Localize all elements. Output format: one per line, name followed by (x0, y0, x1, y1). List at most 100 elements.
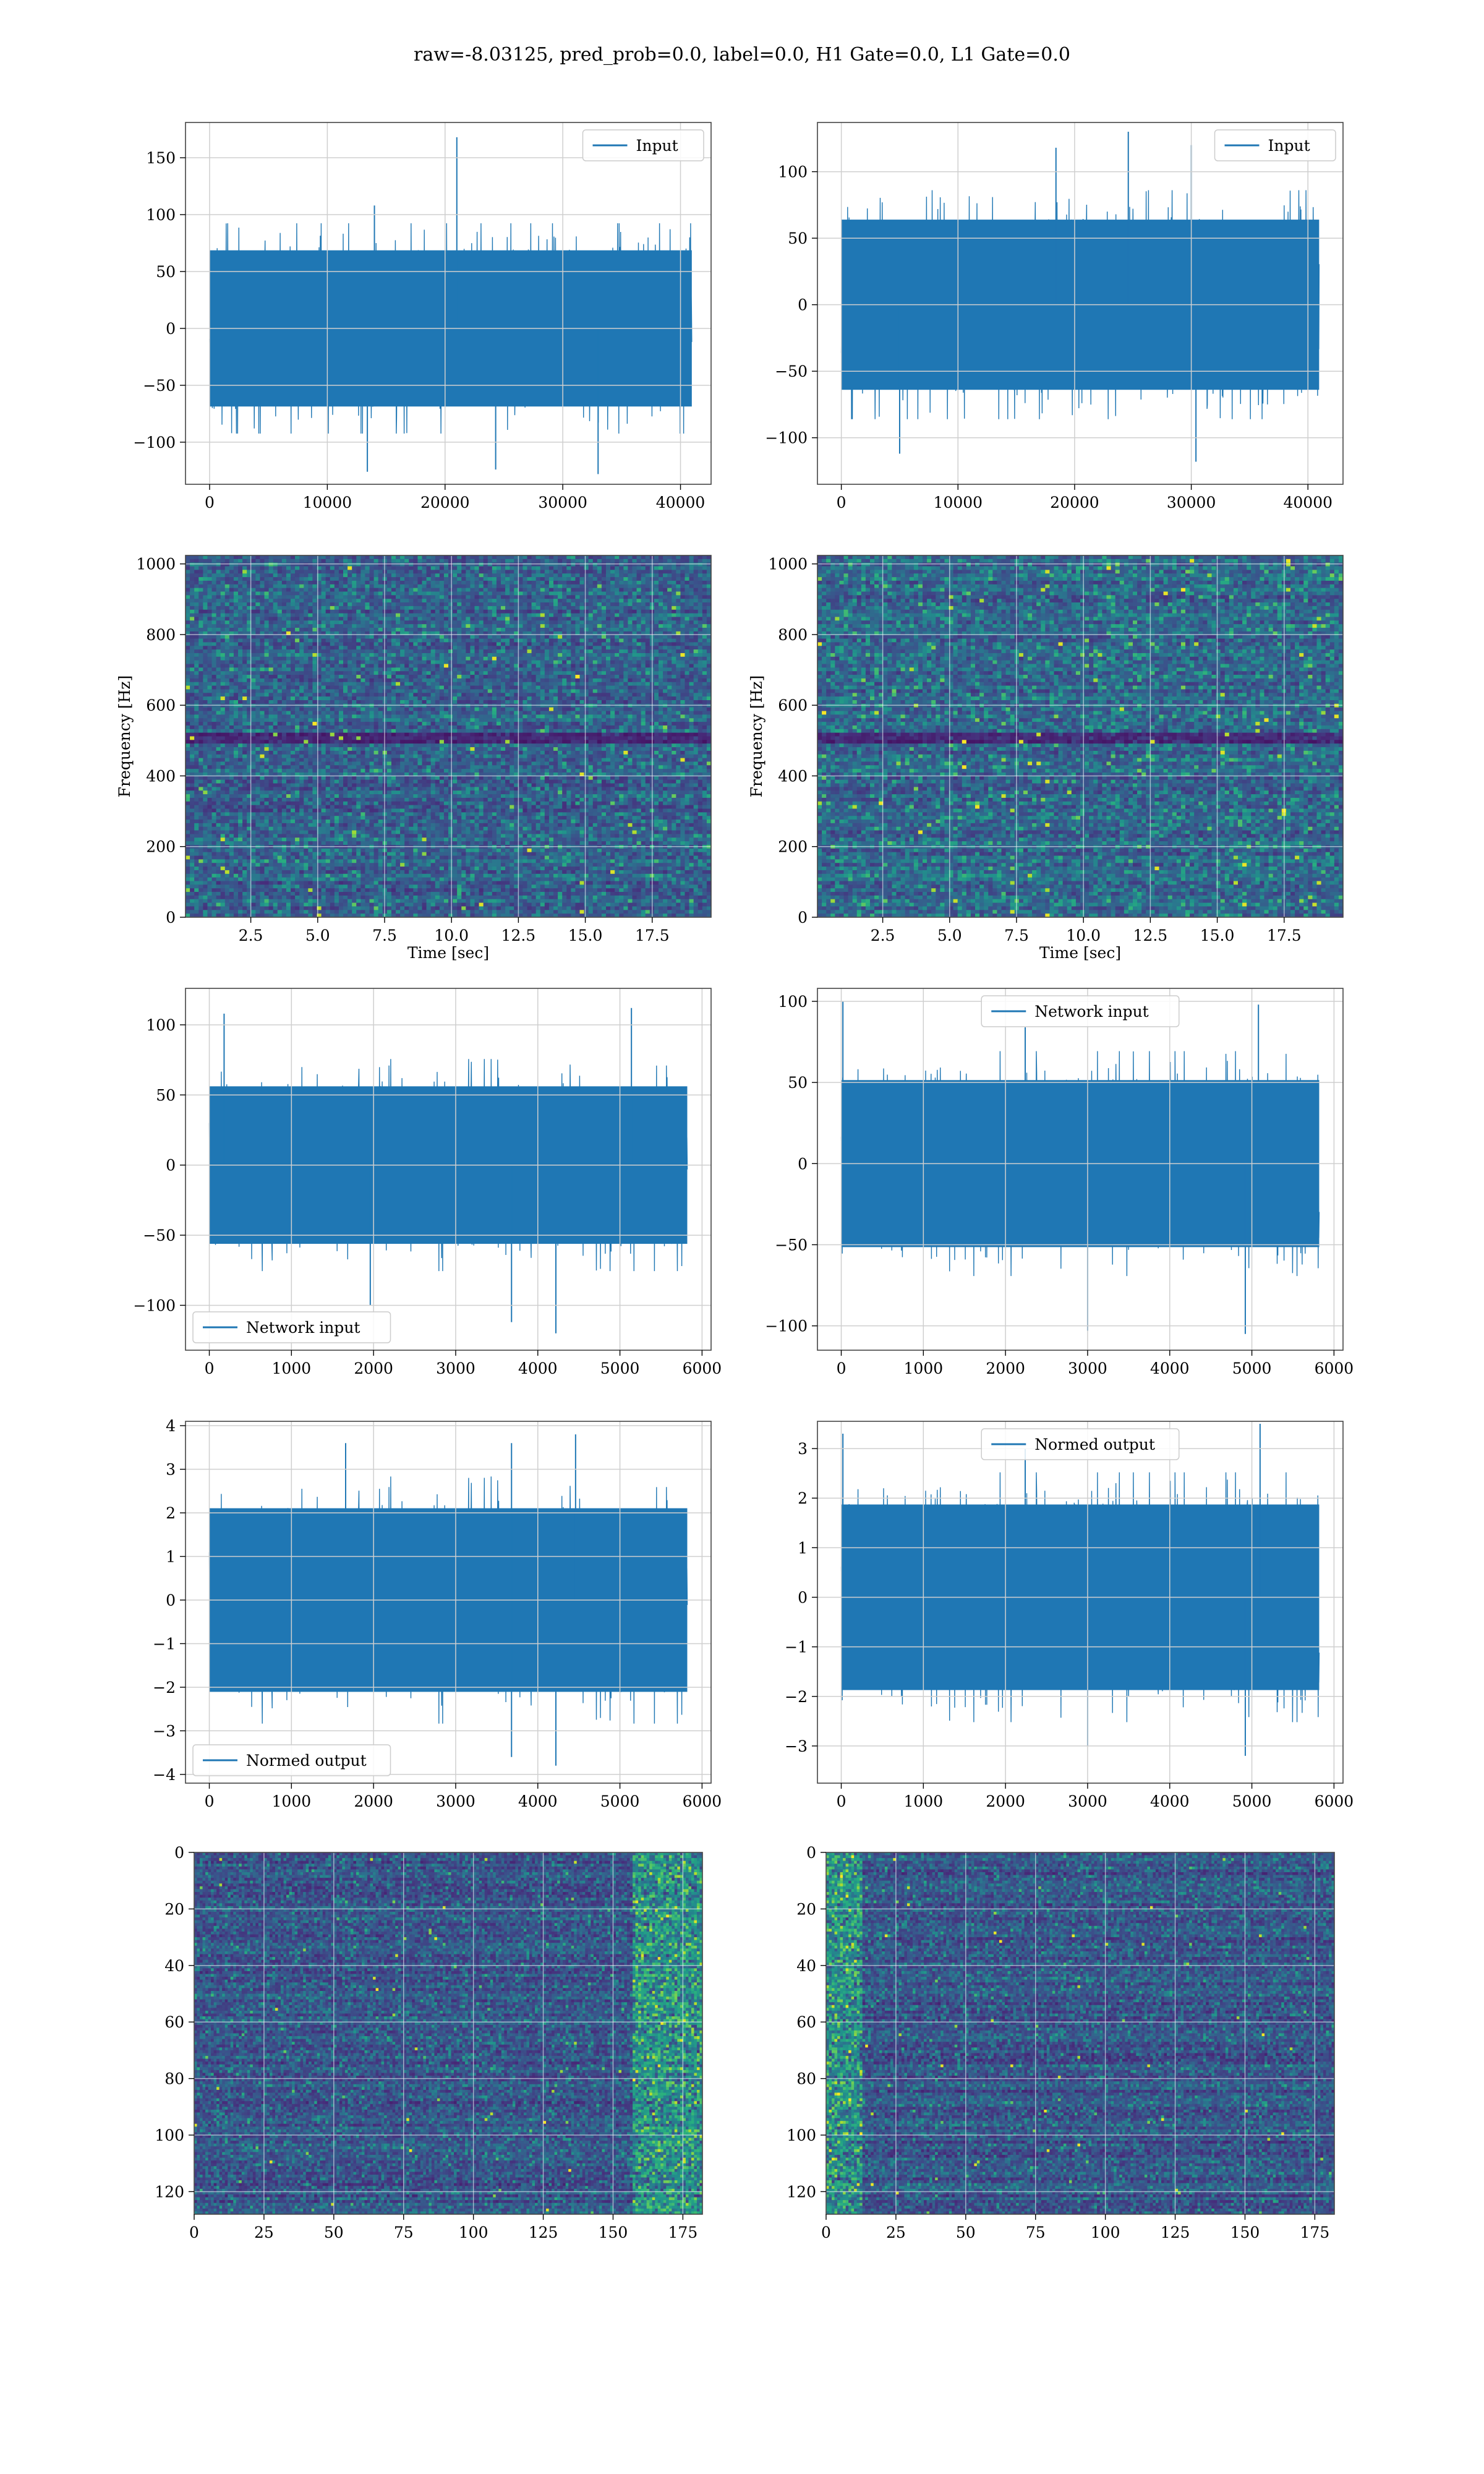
x-tick-label: 10.0 (1066, 927, 1101, 944)
y-tick-label: 2 (798, 1489, 808, 1507)
x-tick-label: 75 (1026, 2224, 1046, 2241)
y-tick-label: 0 (798, 909, 808, 927)
x-tick-label: 150 (599, 2224, 628, 2241)
y-tick-label: −2 (153, 1679, 176, 1697)
plot-area (186, 555, 712, 918)
x-tick-label: 5.0 (937, 927, 962, 944)
y-tick-label: 50 (156, 1086, 176, 1104)
x-tick-label: 5000 (600, 1792, 640, 1810)
legend-label: Network input (246, 1319, 360, 1337)
x-tick-label: 100 (1091, 2224, 1120, 2241)
x-tick-label: 1000 (272, 1792, 312, 1810)
y-tick-label: −2 (785, 1688, 808, 1706)
x-tick-label: 17.5 (635, 927, 670, 944)
x-tick-label: 6000 (1315, 1359, 1354, 1377)
x-tick-label: 6000 (683, 1792, 722, 1810)
y-tick-label: −100 (133, 1296, 176, 1314)
x-tick-label: 0 (837, 1792, 846, 1810)
x-tick-label: 3000 (1068, 1359, 1107, 1377)
y-tick-label: 0 (166, 909, 176, 927)
x-tick-label: 0 (205, 1792, 215, 1810)
legend: Network input (193, 1312, 391, 1343)
x-tick-label: 6000 (1315, 1792, 1354, 1810)
x-tick-label: 2000 (986, 1792, 1025, 1810)
x-tick-label: 175 (668, 2224, 698, 2241)
x-axis-label: Time [sec] (407, 944, 489, 962)
y-tick-label: 50 (788, 229, 808, 247)
y-tick-label: 100 (778, 993, 808, 1011)
x-tick-label: 2000 (354, 1792, 393, 1810)
x-tick-label: 0 (205, 494, 215, 511)
x-tick-label: 2000 (986, 1359, 1025, 1377)
x-axis-label: Time [sec] (1039, 944, 1121, 962)
plot-area (842, 1424, 1320, 1756)
x-tick-label: 10.0 (434, 927, 469, 944)
y-axis-label: Frequency [Hz] (116, 675, 134, 798)
legend-label: Normed output (246, 1752, 367, 1770)
x-tick-label: 75 (394, 2224, 414, 2241)
x-tick-label: 3000 (436, 1359, 475, 1377)
x-tick-label: 1000 (904, 1792, 944, 1810)
figure-suptitle: raw=-8.03125, pred_prob=0.0, label=0.0, … (414, 44, 1070, 66)
y-tick-label: 100 (778, 163, 808, 181)
legend: Normed output (193, 1745, 391, 1776)
legend: Normed output (981, 1429, 1179, 1460)
heatmap-cells (194, 1852, 703, 2215)
y-tick-label: −50 (775, 1236, 808, 1254)
y-tick-label: −50 (143, 1226, 176, 1244)
x-tick-label: 4000 (1150, 1359, 1190, 1377)
legend-label: Input (1268, 137, 1310, 155)
y-tick-label: 1000 (768, 555, 808, 573)
y-tick-label: 400 (146, 767, 176, 785)
x-tick-label: 30000 (538, 494, 587, 511)
y-tick-label: 1 (166, 1547, 176, 1565)
legend: Network input (981, 996, 1179, 1027)
panels: 0 10000 20000 30000 40000−100−50050100150Inp… (116, 122, 1354, 2241)
y-tick-label: −100 (133, 434, 176, 452)
y-tick-label: 50 (788, 1074, 808, 1092)
x-tick-label: 50 (956, 2224, 976, 2241)
y-tick-label: 0 (166, 1157, 176, 1175)
x-tick-label: 2000 (354, 1359, 393, 1377)
y-tick-label: 100 (146, 1016, 176, 1034)
legend-label: Network input (1034, 1003, 1148, 1021)
x-tick-label: 15.0 (568, 927, 603, 944)
y-tick-label: 1 (798, 1539, 808, 1557)
y-tick-label: 800 (146, 626, 176, 644)
y-tick-label: −100 (765, 1317, 808, 1335)
plot-area (194, 1852, 703, 2215)
panel-h1-spectrogram: 2.5 5.0 7.5 10.0 12.5 15.0 17.5020040060080010… (116, 555, 712, 962)
y-tick-label: 40 (164, 1957, 184, 1975)
y-tick-label: 400 (778, 767, 808, 785)
y-tick-label: 120 (155, 2183, 184, 2201)
x-tick-label: 150 (1230, 2224, 1260, 2241)
y-tick-label: 150 (146, 149, 176, 167)
y-axis-label: Frequency [Hz] (748, 675, 765, 798)
x-tick-label: 100 (459, 2224, 488, 2241)
heatmap-cells (186, 555, 712, 918)
y-tick-label: 100 (155, 2126, 184, 2144)
plot-area (210, 137, 692, 474)
y-tick-label: 0 (798, 1588, 808, 1606)
x-tick-label: 50 (324, 2224, 344, 2241)
x-tick-label: 10000 (303, 494, 352, 511)
x-tick-label: 4000 (518, 1792, 558, 1810)
y-tick-label: 2 (166, 1504, 176, 1522)
y-tick-label: 0 (806, 1844, 816, 1862)
x-tick-label: 5000 (1232, 1359, 1272, 1377)
y-tick-label: 200 (778, 838, 808, 856)
x-tick-label: 5.0 (305, 927, 330, 944)
y-tick-label: −100 (765, 429, 808, 447)
y-tick-label: 120 (787, 2183, 816, 2201)
y-tick-label: 3 (166, 1461, 176, 1479)
legend-label: Input (636, 137, 678, 155)
y-tick-label: 0 (798, 296, 808, 314)
y-tick-label: −50 (775, 362, 808, 380)
x-tick-label: 40000 (1283, 494, 1333, 511)
y-tick-label: −3 (785, 1737, 808, 1755)
y-tick-label: 40 (796, 1957, 816, 1975)
x-tick-label: 0 (205, 1359, 215, 1377)
x-tick-label: 0 (189, 2224, 199, 2241)
